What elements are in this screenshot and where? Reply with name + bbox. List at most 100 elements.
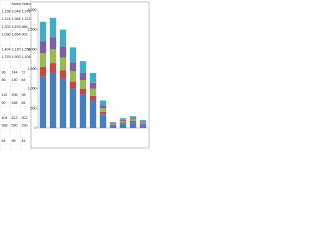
cell-text: 986 — [22, 25, 28, 29]
bar-segment — [39, 67, 47, 77]
bar-segment — [99, 100, 107, 106]
cell-text: 612 — [12, 116, 18, 120]
bar-segment — [129, 118, 137, 120]
bar-segment — [109, 124, 117, 128]
bar-segment — [59, 57, 67, 71]
cell-text: 130 — [12, 78, 18, 82]
cell-text: 44 — [22, 139, 26, 143]
bar-segment — [119, 118, 127, 120]
bar-segment — [129, 120, 137, 123]
cell-text: 98 — [22, 93, 26, 97]
bar-segment — [139, 120, 147, 122]
bar-segment — [49, 63, 57, 73]
bar-segment — [59, 78, 67, 128]
bar-segment — [109, 124, 117, 125]
bar-segment — [109, 122, 117, 123]
cell-text: 1,224 — [2, 17, 11, 21]
bar-segment — [59, 29, 67, 47]
bar-segment — [119, 123, 127, 128]
cell-text: 64 — [22, 78, 26, 82]
cell-text: 1,902 — [12, 55, 21, 59]
bar-segment — [139, 123, 147, 125]
sheet-area — [0, 0, 32, 150]
cell-text: 290 — [22, 124, 28, 128]
cell-text: 1,876 — [12, 25, 21, 29]
bar-segment — [89, 82, 97, 89]
bar-segment — [59, 70, 67, 79]
bar-segment — [69, 81, 77, 89]
bar-segment — [69, 88, 77, 128]
y-tick-label: 0 — [35, 126, 37, 130]
page: Audio Video 1,158 2,048 1,376 1,224 1,984 1,122… — [0, 0, 150, 150]
column-header: Video — [22, 2, 31, 6]
cell-text: 302 — [22, 116, 28, 120]
bar-segment — [139, 124, 147, 128]
cell-text: 90 — [2, 101, 6, 105]
y-tick-label: 2,500 — [28, 28, 37, 32]
bar-segment — [49, 49, 57, 64]
bar-segment — [69, 70, 77, 82]
bar-segment — [109, 123, 117, 125]
cell-text: 590 — [12, 124, 18, 128]
y-tick-label: 2,000 — [28, 47, 37, 51]
bar-segment — [129, 119, 137, 121]
bar-segment — [109, 122, 117, 124]
bar-segment — [79, 61, 87, 73]
bar-segment — [79, 88, 87, 95]
cell-text: 1,654 — [12, 32, 21, 36]
cell-text: 168 — [12, 101, 18, 105]
bar-segment — [129, 116, 137, 119]
bar-segment — [99, 111, 107, 115]
bar-segment — [39, 21, 47, 42]
cell-text: 110 — [2, 93, 8, 97]
bar-segment — [89, 95, 97, 101]
cell-text: 404 — [2, 116, 8, 120]
cell-text: 902 — [22, 32, 28, 36]
bar-segment — [69, 62, 77, 71]
y-tick-label: 3,000 — [28, 8, 37, 12]
bar-segment — [39, 53, 47, 68]
cell-text: 64 — [2, 139, 6, 143]
cell-text: 1,158 — [2, 10, 11, 14]
cell-text: 2,048 — [12, 10, 21, 14]
bar-segment — [49, 72, 57, 128]
cell-text: 1,090 — [2, 32, 11, 36]
bar-segment — [119, 120, 127, 123]
bar-segment — [99, 105, 107, 109]
bar-segment — [89, 100, 97, 128]
bar-segment — [89, 72, 97, 83]
cell-text: 144 — [12, 70, 18, 74]
bar-segment — [39, 76, 47, 128]
bar-segment — [89, 88, 97, 96]
bar-segment — [119, 119, 127, 121]
bar-segment — [79, 72, 87, 81]
bar-segment — [79, 80, 87, 89]
bar-segment — [69, 47, 77, 63]
cell-text: 1,404 — [2, 48, 11, 52]
cell-text: 2,120 — [12, 48, 21, 52]
y-tick-label: 500 — [31, 106, 37, 110]
cell-text: 1,254 — [22, 48, 31, 52]
cell-text: 206 — [12, 93, 18, 97]
y-tick-label: 1,000 — [28, 87, 37, 91]
y-tick-label: 1,500 — [28, 67, 37, 71]
bar-segment — [59, 46, 67, 58]
column-header: Audio — [12, 2, 21, 6]
bar-segment — [139, 122, 147, 124]
cell-text: 388 — [2, 124, 8, 128]
bar-segment — [99, 108, 107, 112]
cell-text: 72 — [22, 70, 26, 74]
cell-text: 1,302 — [2, 25, 11, 29]
bar-segment — [99, 114, 107, 128]
bar-segment — [49, 17, 57, 38]
cell-text: 1,376 — [22, 10, 31, 14]
cell-text: 86 — [2, 78, 6, 82]
cell-text: 84 — [22, 101, 26, 105]
cell-text: 1,376 — [2, 55, 11, 59]
bar-segment — [119, 122, 127, 124]
cell-text: 1,122 — [22, 17, 31, 21]
bar-segment — [49, 37, 57, 50]
cell-text: 96 — [2, 70, 6, 74]
cell-text: 1,984 — [12, 17, 21, 21]
